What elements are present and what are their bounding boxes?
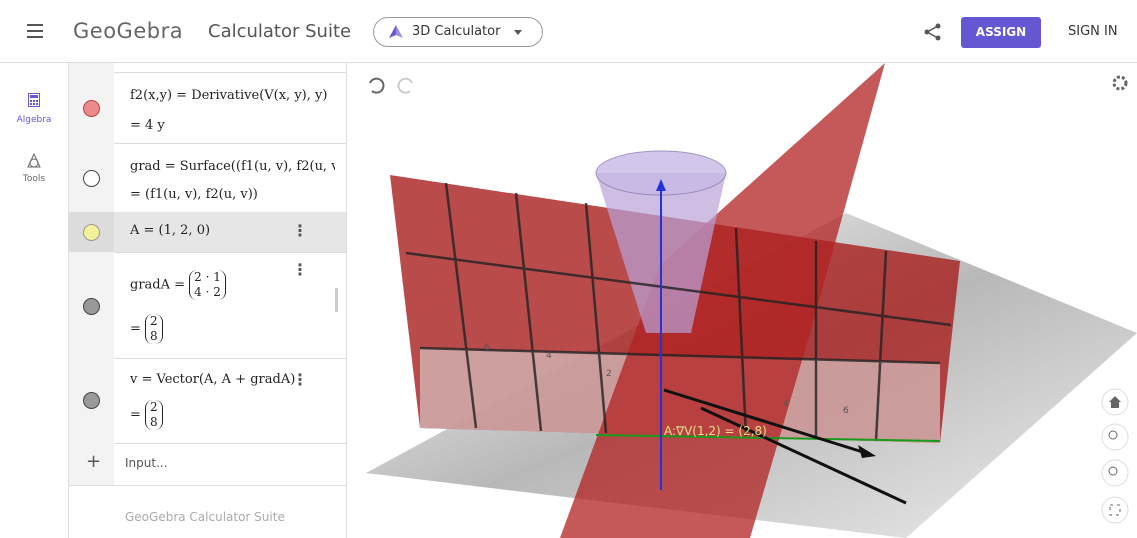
output-prefix: = — [130, 407, 141, 423]
add-icon: + — [86, 451, 102, 472]
output-prefix: = — [130, 321, 141, 337]
redo-button[interactable] — [397, 77, 413, 94]
vector-head — [858, 445, 876, 458]
row-input[interactable]: f2(x,y) = Derivative(V(x, y), y) — [130, 88, 328, 103]
row-input[interactable]: v = Vector(A, A + gradA) — [130, 372, 296, 387]
scrollbar[interactable] — [335, 288, 338, 312]
row-output: = (f1(u, v), f2(u, v)) — [130, 187, 258, 202]
vector — [700, 406, 907, 505]
algebra-row[interactable]: A = (1, 2, 0) ⋮ — [69, 212, 346, 253]
share-button[interactable] — [924, 23, 942, 41]
axis-label: 6 — [843, 406, 849, 416]
algebra-row-partial — [69, 63, 346, 73]
vector-label: A:∇V(1,2) = (2,8) — [664, 424, 767, 438]
algebra-row[interactable]: grad = Surface((f1(u, v), f2(u, v)), u, … — [69, 143, 346, 213]
algebra-icon[interactable] — [28, 93, 40, 107]
vector — [663, 388, 867, 455]
algebra-row[interactable]: f2(x,y) = Derivative(V(x, y), y) = 4 y — [69, 72, 346, 144]
zoom-in-button[interactable] — [1101, 423, 1129, 451]
app-selector[interactable]: 3D Calculator — [373, 17, 543, 47]
axis-label: 4 — [783, 399, 789, 409]
undo-button[interactable] — [369, 77, 385, 94]
tools-icon[interactable] — [26, 153, 42, 169]
axis-label: 6 — [484, 343, 490, 353]
header: GeoGebra Calculator Suite 3D Calculator … — [0, 0, 1137, 63]
menu-button[interactable] — [27, 24, 45, 38]
assign-button[interactable]: ASSIGN — [961, 17, 1041, 48]
row-input[interactable]: grad = Surface((f1(u, v), f2(u, v)), u, … — [130, 159, 335, 174]
input-placeholder[interactable]: Input... — [125, 456, 168, 470]
sidebar: Algebra Tools — [0, 63, 92, 538]
zoom-icon — [1108, 466, 1118, 476]
axis-arrow — [656, 179, 666, 191]
zoom-out-button[interactable] — [1101, 459, 1129, 487]
matrix-entry: 8 — [150, 415, 158, 429]
matrix-entry: 2 — [150, 314, 158, 328]
row-output: = 4 y — [130, 118, 165, 133]
app-icon — [389, 25, 403, 38]
algebra-tab[interactable]: Algebra — [16, 115, 52, 125]
row-menu[interactable]: ⋮ — [292, 370, 308, 389]
dropdown-arrow — [514, 30, 522, 35]
matrix-entry: 8 — [150, 329, 158, 343]
settings-button[interactable] — [1112, 75, 1128, 91]
app-name: 3D Calculator — [412, 24, 501, 39]
matrix-entry: 2 · 1 — [194, 270, 221, 284]
fullscreen-icon — [1109, 504, 1121, 516]
input-row[interactable]: + Input... — [69, 443, 346, 486]
row-name: gradA = — [130, 277, 186, 293]
fullscreen-button[interactable] — [1101, 496, 1129, 524]
tools-tab[interactable]: Tools — [22, 174, 46, 184]
algebra-panel: f2(x,y) = Derivative(V(x, y), y) = 4 y g… — [68, 63, 347, 538]
matrix-entry: 4 · 2 — [194, 285, 221, 299]
row-menu[interactable]: ⋮ — [292, 221, 308, 240]
footer-text: GeoGebra Calculator Suite — [125, 510, 285, 524]
axis-label: 2 — [606, 369, 612, 379]
red-plane — [560, 63, 885, 538]
grid-lines — [405, 182, 952, 442]
graphics-view: A:∇V(1,2) = (2,8) 6 4 4 6 2 — [366, 63, 1137, 538]
row-input[interactable]: A = (1, 2, 0) — [130, 223, 211, 238]
logo[interactable]: GeoGebra — [73, 19, 184, 43]
zoom-icon — [1108, 430, 1118, 440]
row-menu[interactable]: ⋮ — [292, 260, 308, 279]
suite-title: Calculator Suite — [208, 21, 352, 42]
view-controls — [1101, 388, 1129, 524]
home-icon — [1109, 396, 1121, 408]
matrix-entry: 2 — [150, 400, 158, 414]
sign-in-button[interactable]: SIGN IN — [1068, 24, 1118, 39]
axis-label: 4 — [546, 351, 552, 361]
